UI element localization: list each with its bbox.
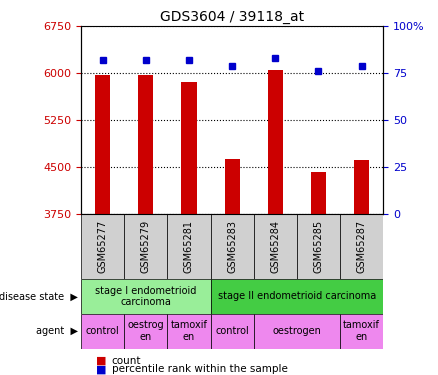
Bar: [181, 82, 197, 214]
Text: ■: ■: [96, 356, 107, 366]
Bar: [340, 214, 383, 279]
Text: control: control: [86, 326, 120, 336]
Text: tamoxif
en: tamoxif en: [343, 321, 380, 342]
Bar: [211, 214, 254, 279]
Bar: [340, 314, 383, 349]
Bar: [297, 214, 340, 279]
Text: ■: ■: [96, 364, 107, 374]
Bar: [254, 314, 340, 349]
Bar: [254, 214, 297, 279]
Bar: [354, 160, 369, 214]
Bar: [81, 279, 211, 314]
Text: percentile rank within the sample: percentile rank within the sample: [112, 364, 288, 374]
Text: oestrogen: oestrogen: [272, 326, 321, 336]
Text: GSM65285: GSM65285: [314, 220, 324, 273]
Text: control: control: [215, 326, 249, 336]
Bar: [211, 279, 383, 314]
Text: GSM65279: GSM65279: [141, 220, 151, 273]
Bar: [225, 159, 240, 214]
Text: GSM65283: GSM65283: [227, 220, 237, 273]
Bar: [268, 70, 283, 214]
Text: stage II endometrioid carcinoma: stage II endometrioid carcinoma: [218, 291, 376, 302]
Bar: [124, 214, 167, 279]
Bar: [138, 75, 153, 214]
Text: agent  ▶: agent ▶: [36, 326, 78, 336]
Text: oestrog
en: oestrog en: [127, 321, 164, 342]
Bar: [167, 314, 211, 349]
Text: GSM65287: GSM65287: [357, 220, 367, 273]
Bar: [81, 314, 124, 349]
Bar: [211, 314, 254, 349]
Text: GSM65277: GSM65277: [98, 220, 108, 273]
Bar: [95, 75, 110, 214]
Bar: [311, 172, 326, 214]
Text: count: count: [112, 356, 141, 366]
Text: GSM65284: GSM65284: [270, 220, 280, 273]
Title: GDS3604 / 39118_at: GDS3604 / 39118_at: [160, 10, 304, 24]
Bar: [81, 214, 124, 279]
Text: tamoxif
en: tamoxif en: [170, 321, 208, 342]
Text: stage I endometrioid
carcinoma: stage I endometrioid carcinoma: [95, 285, 197, 307]
Text: disease state  ▶: disease state ▶: [0, 291, 78, 302]
Bar: [167, 214, 211, 279]
Bar: [124, 314, 167, 349]
Text: GSM65281: GSM65281: [184, 220, 194, 273]
